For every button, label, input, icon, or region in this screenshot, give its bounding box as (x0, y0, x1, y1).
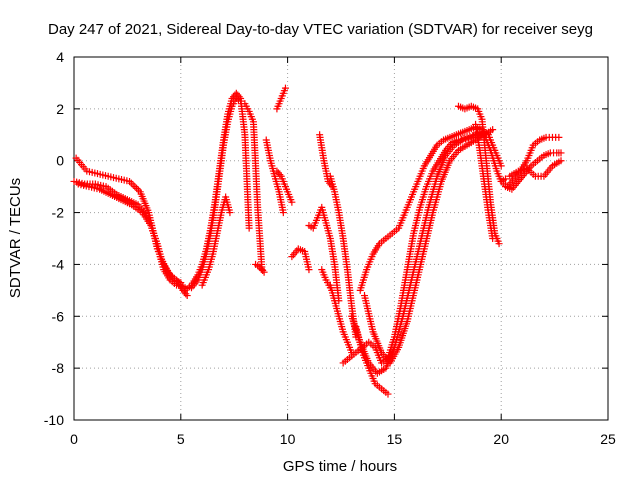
data-point-marker (279, 209, 287, 217)
data-point-marker (260, 268, 268, 276)
x-tick-label: 25 (600, 431, 616, 447)
data-point-marker (557, 149, 565, 157)
y-tick-label: -4 (52, 256, 65, 272)
data-point-marker (495, 240, 503, 248)
x-axis: 0 5 10 15 20 25 (70, 57, 616, 447)
series-arc-6 (198, 193, 234, 289)
x-axis-title: GPS time / hours (283, 458, 397, 475)
data-point-marker (288, 198, 296, 206)
data-point-marker (497, 162, 505, 170)
data-point-marker (259, 266, 267, 274)
data-point-marker (226, 209, 234, 217)
series-arc-16 (326, 281, 356, 357)
data-points (70, 84, 565, 398)
data-point-marker (557, 157, 565, 165)
series-arc-3 (72, 154, 191, 300)
data-point-marker (276, 171, 284, 179)
x-tick-label: 10 (280, 431, 296, 447)
series-arc-9 (262, 136, 287, 217)
data-point-marker (384, 390, 392, 398)
y-tick-label: -2 (52, 205, 65, 221)
data-point-marker (489, 126, 497, 134)
series-arc-12 (288, 245, 313, 274)
chart-title: Day 247 of 2021, Sidereal Day-to-day VTE… (48, 21, 593, 38)
grid (74, 57, 608, 420)
data-point-marker (489, 235, 497, 242)
y-axis: -10 -8 -6 -4 -2 0 2 4 (44, 49, 608, 428)
data-point-marker (245, 224, 253, 232)
series-arc-22 (352, 323, 392, 398)
x-tick-label: 5 (177, 431, 185, 447)
series-arc-11 (273, 84, 289, 113)
x-tick-label: 15 (387, 431, 403, 447)
series-arc-8 (252, 260, 268, 276)
series-arc-24 (472, 120, 497, 242)
data-point-marker (183, 292, 191, 300)
series-arc-5 (187, 94, 245, 292)
data-point-marker (501, 175, 509, 183)
series-arc-7 (241, 100, 266, 274)
y-tick-label: -6 (52, 308, 65, 324)
x-tick-label: 0 (70, 431, 78, 447)
series-arc-19 (348, 128, 490, 377)
y-tick-label: -8 (52, 360, 65, 376)
y-tick-label: 4 (56, 49, 64, 65)
data-point-marker (237, 97, 245, 105)
data-point-marker (305, 266, 313, 274)
plot-frame (73, 56, 609, 421)
data-point-marker (555, 133, 563, 141)
y-axis-title: SDTVAR / TECUs (7, 178, 24, 298)
series-arc-27 (506, 157, 565, 180)
data-point-marker (281, 84, 289, 92)
x-tick-label: 20 (493, 431, 509, 447)
series-arc-10 (273, 167, 296, 206)
y-tick-label: 0 (56, 153, 64, 169)
data-point-marker (182, 290, 190, 298)
y-tick-label: 2 (56, 101, 64, 117)
series-arc-13 (305, 203, 343, 305)
y-tick-label: -10 (44, 412, 64, 428)
